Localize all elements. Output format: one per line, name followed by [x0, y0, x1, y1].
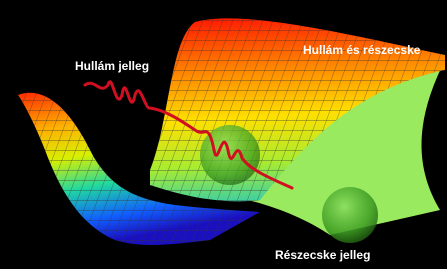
label-wave-particle: Hullám és részecske	[303, 43, 421, 57]
sphere-particle	[322, 187, 378, 243]
page: Hullám jelleg Hullám és részecske Részec…	[0, 0, 447, 269]
label-particle: Részecske jelleg	[275, 248, 370, 262]
label-wave: Hullám jelleg	[75, 59, 149, 73]
illustration: Hullám jelleg Hullám és részecske Részec…	[0, 0, 447, 269]
